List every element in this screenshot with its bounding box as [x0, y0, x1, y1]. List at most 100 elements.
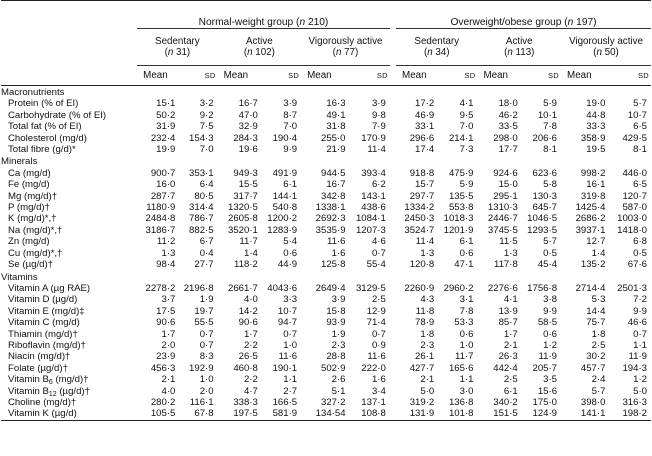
mean-cell: 26·1 [415, 351, 435, 363]
mean-cell: 2661·7 [228, 282, 258, 294]
mean-header: Mean [307, 69, 332, 81]
mean-cell: 33·5 [498, 121, 518, 133]
table-row: Vitamin B12 (µg/d)† 4·0 2·0 4·7 2·7 5·1 3·4 5·0… [1, 385, 651, 398]
sd-cell: 7·0 [283, 121, 298, 133]
mean-cell: 11·2 [156, 236, 176, 248]
table-row: Folate (µg/d)† 456·3 192·9 460·8 190·1 502·9 2… [1, 363, 651, 374]
sd-cell: 1046·5 [527, 213, 558, 225]
table-header: Normal-weight group (n 210) Overweight/o… [1, 0, 651, 86]
row-label-subscript: 12 [48, 390, 57, 398]
sd-cell: 5·7 [633, 98, 647, 110]
subgroup-name: Vigorously active [569, 35, 643, 47]
mean-cell: 2·3 [331, 339, 346, 351]
row-label: Carbohydrate (% of EI) [1, 110, 137, 121]
sd-cell: 446·0 [622, 167, 647, 179]
mean-cell: 46·2 [498, 109, 518, 121]
mean-cell: 338·3 [233, 396, 258, 408]
sd-cell: 175·0 [532, 396, 558, 408]
mean-cell: 5·3 [591, 294, 606, 306]
mean-cell: 2·4 [591, 374, 606, 386]
row-label-text: Se (µg/d)† [8, 259, 53, 271]
sd-cell: 6·1 [459, 236, 474, 248]
sd-cell: 9·9 [283, 144, 298, 156]
sd-cell: 314·4 [189, 202, 214, 214]
mean-cell: 16·7 [326, 179, 346, 191]
mean-cell: 1·6 [331, 247, 346, 259]
sd-cell: 6·7 [199, 236, 214, 248]
sd-cell: 587·0 [622, 202, 647, 214]
sd-cell: 7·8 [459, 305, 474, 317]
mean-cell: 255·0 [320, 132, 346, 144]
sd-cell: 136·8 [448, 396, 474, 408]
sd-cell: 1·6 [371, 374, 386, 386]
table-row: Cholesterol (mg/d) 232·4 154·3 284·3 190·4 25… [1, 133, 651, 144]
n-label: n [247, 47, 253, 58]
sd-cell: 0·6 [459, 247, 474, 259]
sd-cell: 1·0 [199, 374, 214, 386]
subgroup-header: Active (n 102) [217, 28, 302, 66]
mean-cell: 2·6 [331, 374, 346, 386]
sd-cell: 3·9 [371, 98, 386, 110]
blank-header [1, 66, 137, 86]
mean-cell: 949·3 [233, 167, 258, 179]
sd-cell: 0·7 [633, 328, 647, 340]
mean-cell: 49·1 [326, 109, 346, 121]
mean-cell: 327·2 [320, 396, 346, 408]
n-value: 197) [573, 16, 597, 28]
n-label: n [299, 16, 306, 28]
mean-cell: 1320·5 [228, 202, 258, 214]
sd-cell: 0·5 [633, 247, 647, 259]
open-paren: ( [423, 47, 428, 58]
sd-cell: 11·6 [278, 351, 298, 363]
mean-cell: 2686·2 [575, 213, 606, 225]
mean-cell: 296·6 [409, 132, 435, 144]
sd-cell: 0·6 [283, 247, 298, 259]
sd-cell: 71·4 [366, 317, 386, 329]
mean-cell: 15·8 [326, 305, 346, 317]
group-header-overweight-obese: Overweight/obese group (n 197) [396, 0, 651, 29]
mean-cell: 11·8 [415, 305, 435, 317]
mean-cell: 502·9 [320, 362, 346, 374]
sd-cell: 15·6 [537, 385, 558, 397]
mean-cell: 284·3 [233, 132, 258, 144]
sd-cell: 101·8 [436, 408, 478, 421]
mean-cell: 17·5 [156, 305, 176, 317]
table-row: Protein (% of EI) 15·1 3·2 16·7 3·9 16·3 3·9 17… [1, 98, 651, 109]
sd-cell: 58·5 [537, 317, 558, 329]
sd-cell: 1756·8 [527, 282, 558, 294]
sd-cell: 882·5 [189, 224, 214, 236]
sd-cell: 0·9 [371, 339, 386, 351]
mean-cell: 2692·3 [315, 213, 346, 225]
row-label-text: Ca (mg/d) [8, 167, 51, 179]
sd-cell: 2501·3 [617, 282, 647, 294]
sd-cell: 11·9 [628, 351, 648, 363]
sd-cell: 475·9 [448, 167, 474, 179]
sd-cell: 645·7 [532, 202, 558, 214]
mean-cell: 3745·5 [487, 224, 518, 236]
row-label-text: Vitamin D (µg/d) [8, 294, 78, 306]
sd-cell: 2960·2 [443, 282, 474, 294]
sd-cell: 0·4 [199, 247, 214, 259]
row-label: Niacin (mg/d)† [1, 351, 137, 362]
sd-cell: 2·5 [371, 294, 386, 306]
row-label-text: Fe (mg/d) [8, 179, 50, 191]
mean-cell: 918·8 [409, 167, 435, 179]
sd-cell: 55·4 [366, 259, 386, 271]
row-label: Vitamin C (mg/d) [1, 317, 137, 328]
sd-cell: 353·1 [189, 167, 214, 179]
table-row: Fe (mg/d) 16·0 6·4 15·5 6·1 16·7 6·2 15·7 5·9 15·… [1, 179, 651, 190]
n-value: 31) [173, 47, 191, 58]
mean-cell: 78·9 [415, 317, 435, 329]
mean-cell: 3520·1 [228, 224, 258, 236]
n-label: n [567, 16, 574, 28]
sd-cell: 9·8 [371, 109, 386, 121]
mean-cell: 4·1 [503, 294, 518, 306]
sd-cell: 7·8 [543, 121, 558, 133]
mean-cell: 17·4 [415, 144, 435, 156]
blank-header [1, 29, 137, 66]
data-table: Normal-weight group (n 210) Overweight/o… [1, 0, 651, 421]
mean-cell: 2·1 [503, 339, 518, 351]
sd-cell: 55·5 [194, 317, 214, 329]
sd-cell: 393·4 [361, 167, 386, 179]
mean-cell: 1·7 [244, 328, 258, 340]
